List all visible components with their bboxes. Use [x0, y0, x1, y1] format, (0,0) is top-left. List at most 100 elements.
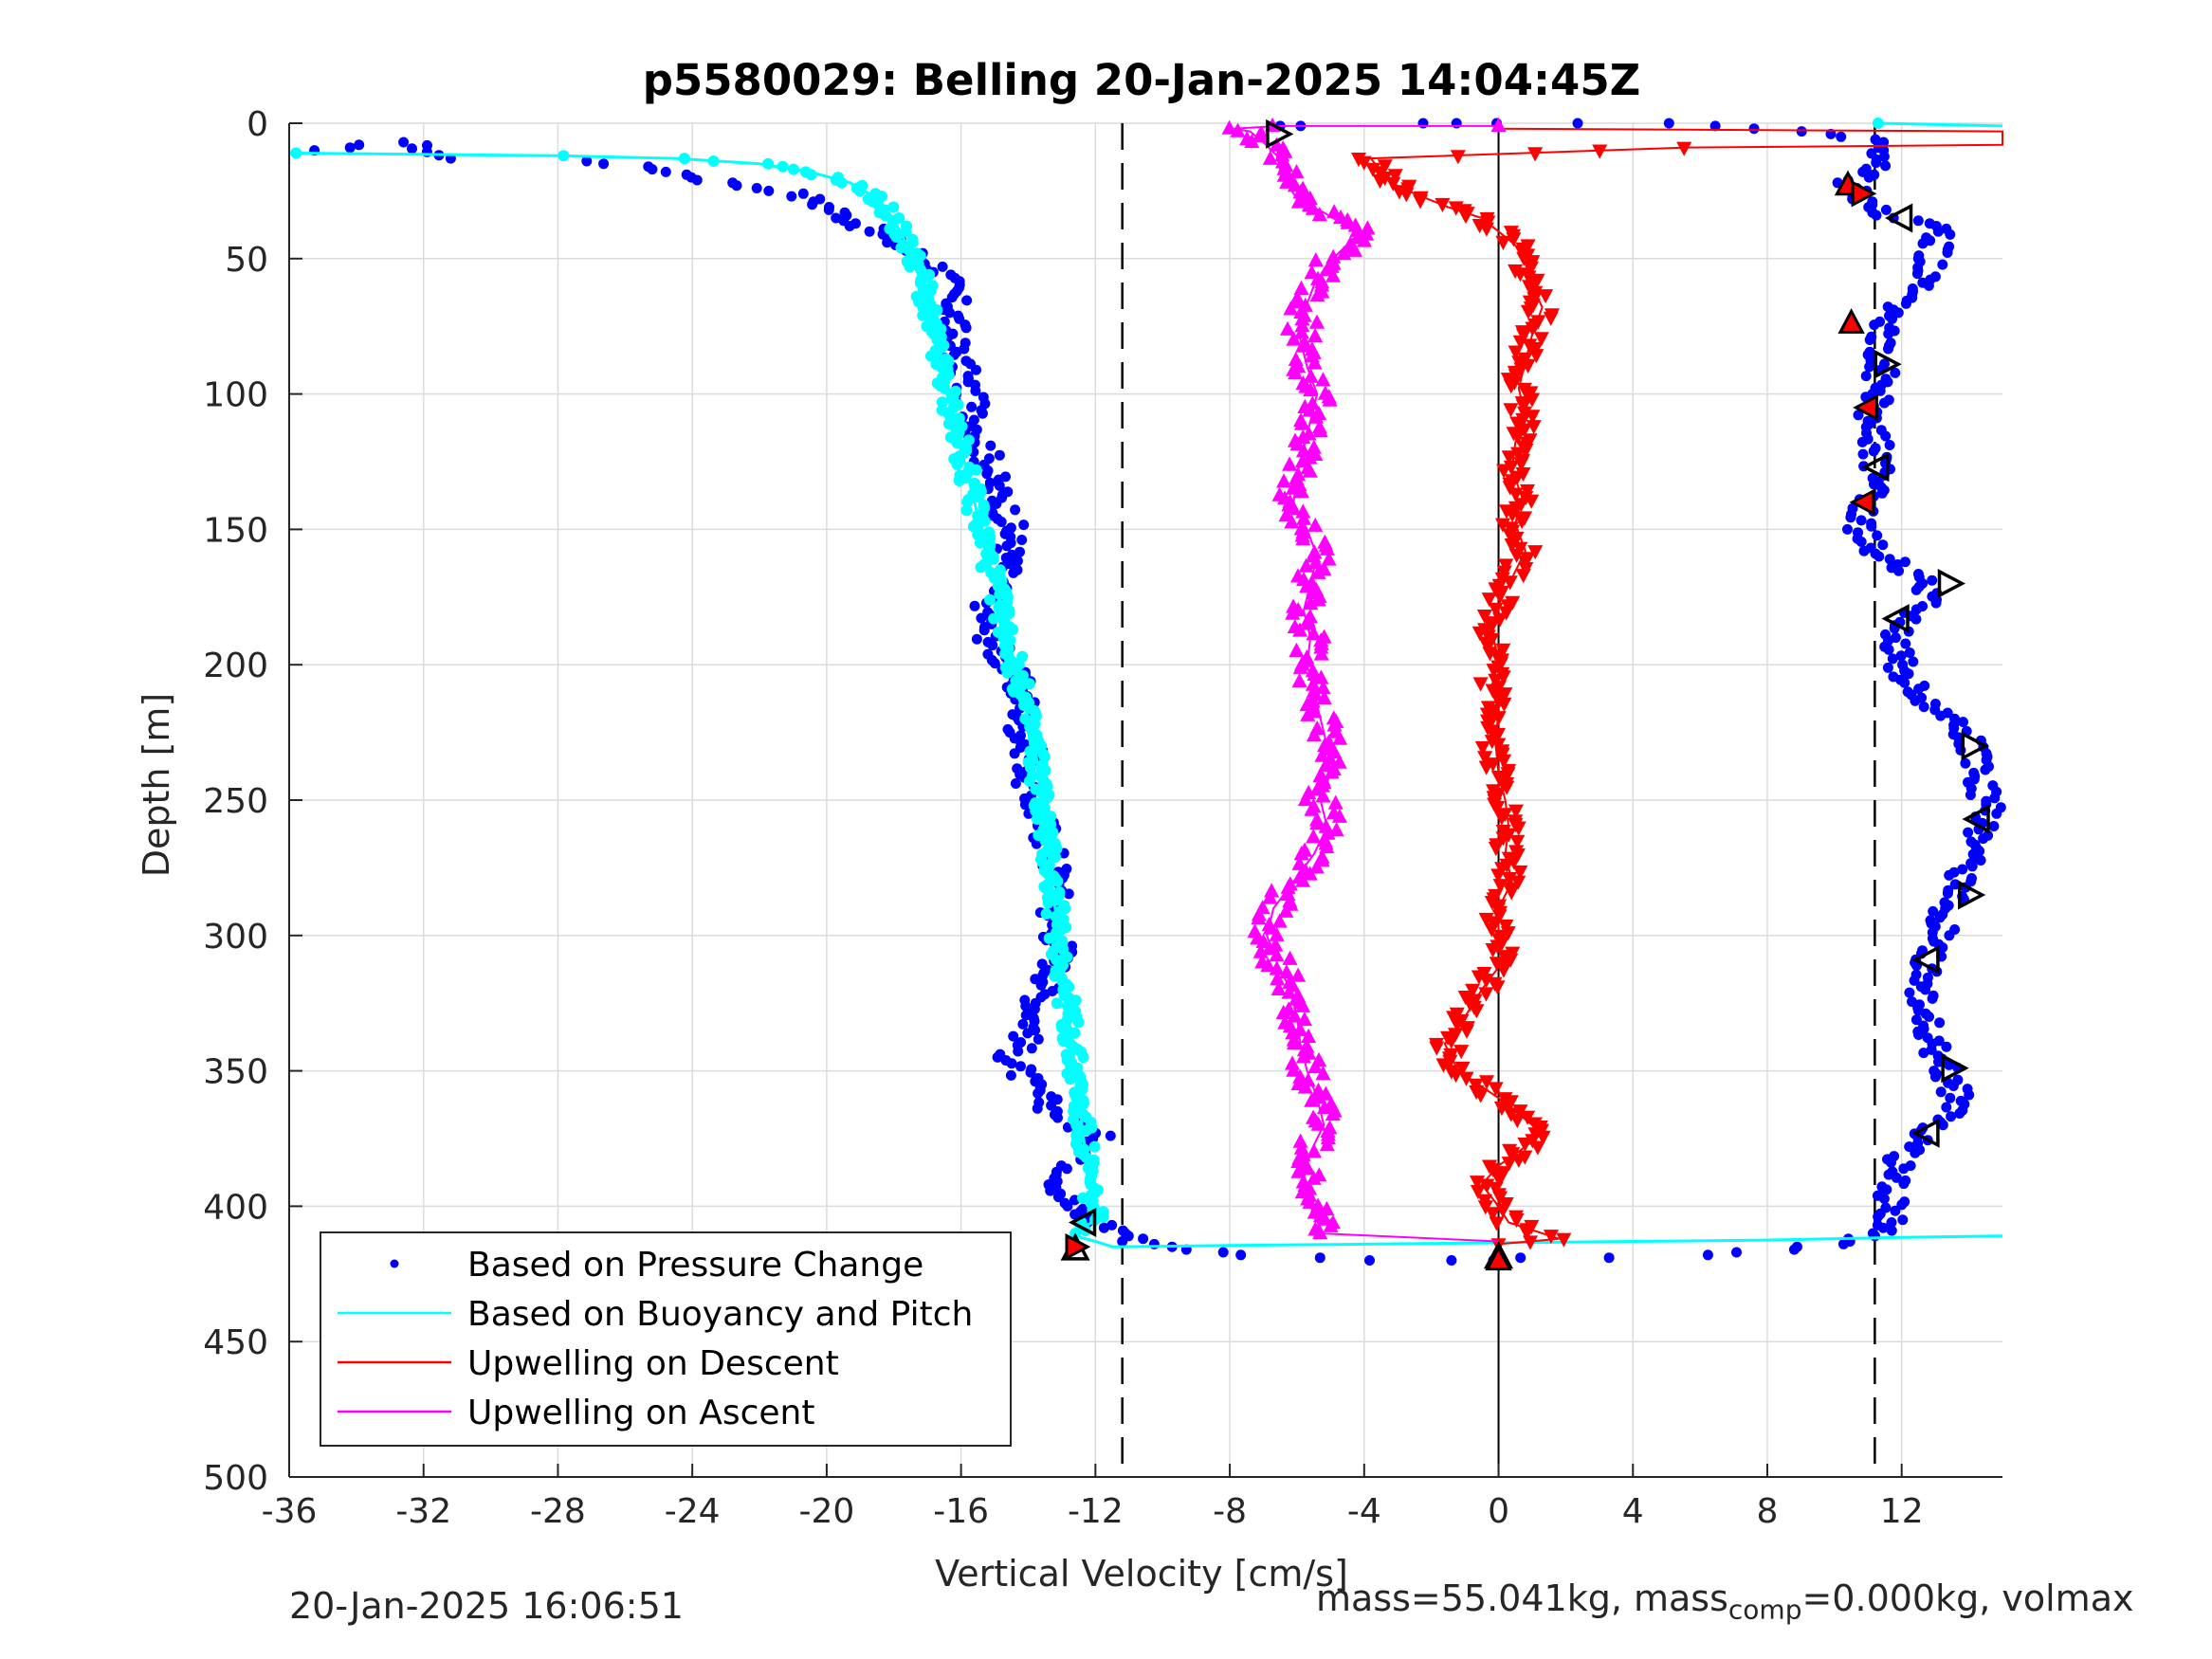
upwelling-ascent-point	[1310, 1082, 1326, 1098]
upwelling-descent-point	[1501, 1157, 1517, 1172]
pressure-change-point	[969, 600, 980, 611]
pressure-change-point	[1957, 864, 1968, 875]
buoyancy-pitch-point	[988, 612, 1000, 625]
pressure-change-point	[1105, 1130, 1116, 1141]
pressure-change-point	[1853, 527, 1863, 538]
pressure-change-point	[944, 307, 956, 319]
pressure-change-point	[977, 408, 988, 419]
upwelling-ascent-point	[1287, 618, 1303, 633]
pressure-change-point	[1900, 1175, 1911, 1186]
buoyancy-pitch-point	[762, 157, 775, 170]
pressure-change-point	[981, 468, 993, 480]
buoyancy-pitch-point	[1077, 1051, 1089, 1064]
pressure-change-point	[985, 440, 996, 451]
legend-box	[320, 1231, 1012, 1447]
pressure-change-point	[1709, 120, 1721, 132]
pressure-change-point	[1138, 1233, 1149, 1245]
buoyancy-pitch-point	[290, 147, 302, 159]
upwelling-ascent-point	[1307, 252, 1324, 267]
legend-label: Based on Buoyancy and Pitch	[467, 1295, 973, 1334]
pressure-change-point	[994, 449, 1005, 461]
pressure-change-point	[1955, 1095, 1966, 1106]
buoyancy-pitch-point	[1007, 624, 1019, 636]
pressure-change-point	[1098, 1222, 1109, 1233]
filled-triangle-marker	[1485, 1245, 1512, 1271]
pressure-change-point	[1882, 662, 1893, 673]
pressure-change-point	[1966, 873, 1977, 884]
upwelling-descent-point	[1412, 194, 1429, 210]
upwelling-descent-point	[1485, 943, 1501, 958]
buoyancy-pitch-point	[835, 176, 848, 189]
filled-triangle-marker	[1837, 308, 1865, 334]
upwelling-ascent-point	[1271, 980, 1287, 995]
buoyancy-pitch-point	[1069, 994, 1082, 1007]
upwelling-ascent-point	[1282, 950, 1298, 965]
legend: Based on Pressure Change Based on Buoyanc…	[320, 1231, 1012, 1447]
pressure-change-point	[598, 158, 610, 170]
open-triangle-marker	[1961, 731, 1989, 761]
upwelling-ascent-point	[1292, 1133, 1308, 1148]
filled-triangle-marker	[1853, 393, 1878, 422]
upwelling-ascent-point	[1262, 150, 1278, 165]
mass-text-1: mass=55.041kg, mass	[1316, 1577, 1728, 1619]
upwelling-ascent-point	[1306, 1109, 1322, 1124]
upwelling-descent-point	[1485, 1207, 1501, 1222]
pressure-change-point	[1880, 160, 1892, 172]
legend-swatch-dot	[390, 1259, 399, 1268]
upwelling-ascent-point	[1306, 829, 1322, 844]
upwelling-descent-point	[1429, 1041, 1445, 1056]
y-tick-label: 50	[225, 241, 268, 280]
pressure-change-point	[1949, 924, 1961, 935]
upwelling-ascent-point	[1254, 900, 1271, 915]
upwelling-descent-point	[1522, 1235, 1539, 1250]
upwelling-ascent-point	[1307, 517, 1324, 532]
x-tick-label: 12	[1880, 1492, 1924, 1531]
upwelling-ascent-point	[1289, 642, 1305, 657]
open-triangle-marker	[1911, 1118, 1940, 1148]
pressure-change-point	[1929, 699, 1941, 709]
buoyancy-pitch-point	[1003, 607, 1015, 619]
buoyancy-pitch-point	[924, 350, 937, 362]
pressure-change-point	[1731, 1247, 1742, 1258]
pressure-change-point	[1876, 1181, 1888, 1193]
pressure-change-point	[1032, 1103, 1043, 1114]
pressure-change-point	[1890, 367, 1901, 378]
pressure-change-point	[1962, 1084, 1973, 1095]
pressure-change-point	[1929, 1066, 1940, 1077]
mass-text-2: =0.000kg, volmax	[1801, 1577, 2134, 1619]
upwelling-ascent-point	[1302, 609, 1318, 624]
pressure-change-point	[996, 517, 1007, 527]
open-triangle-marker	[1068, 1207, 1097, 1238]
pressure-change-point	[1857, 448, 1869, 460]
pressure-change-point	[1026, 1043, 1037, 1054]
pressure-change-point	[978, 625, 990, 636]
pressure-change-point	[1052, 1112, 1063, 1123]
upwelling-ascent-point	[1325, 710, 1342, 725]
pressure-change-point	[1217, 1247, 1229, 1258]
upwelling-descent-point	[1523, 261, 1539, 276]
upwelling-descent-point	[1509, 834, 1526, 849]
pressure-change-point	[1921, 232, 1932, 244]
pressure-change-point	[1887, 1166, 1898, 1177]
pressure-change-point	[1910, 1014, 1922, 1026]
pressure-change-point	[1016, 535, 1028, 545]
pressure-change-point	[751, 183, 762, 193]
pressure-change-point	[1663, 118, 1674, 129]
upwelling-descent-point	[1528, 349, 1545, 364]
upwelling-ascent-point	[1317, 534, 1333, 549]
upwelling-descent-point	[1533, 332, 1549, 347]
upwelling-descent-point	[1517, 1137, 1533, 1153]
pressure-change-point	[1867, 473, 1878, 483]
pressure-change-point	[1880, 374, 1892, 385]
buoyancy-pitch-point	[978, 515, 991, 527]
y-tick-label: 450	[203, 1323, 268, 1362]
pressure-change-point	[1918, 702, 1929, 713]
pressure-change-point	[731, 180, 742, 191]
pressure-change-point	[1912, 215, 1924, 227]
upwelling-descent-point	[1470, 1185, 1486, 1200]
buoyancy-pitch-point	[1038, 794, 1051, 806]
upwelling-descent-point	[1490, 868, 1507, 884]
upwelling-descent-point	[1504, 885, 1520, 901]
upwelling-ascent-point	[1279, 320, 1296, 336]
pressure-change-point	[1922, 1032, 1933, 1044]
